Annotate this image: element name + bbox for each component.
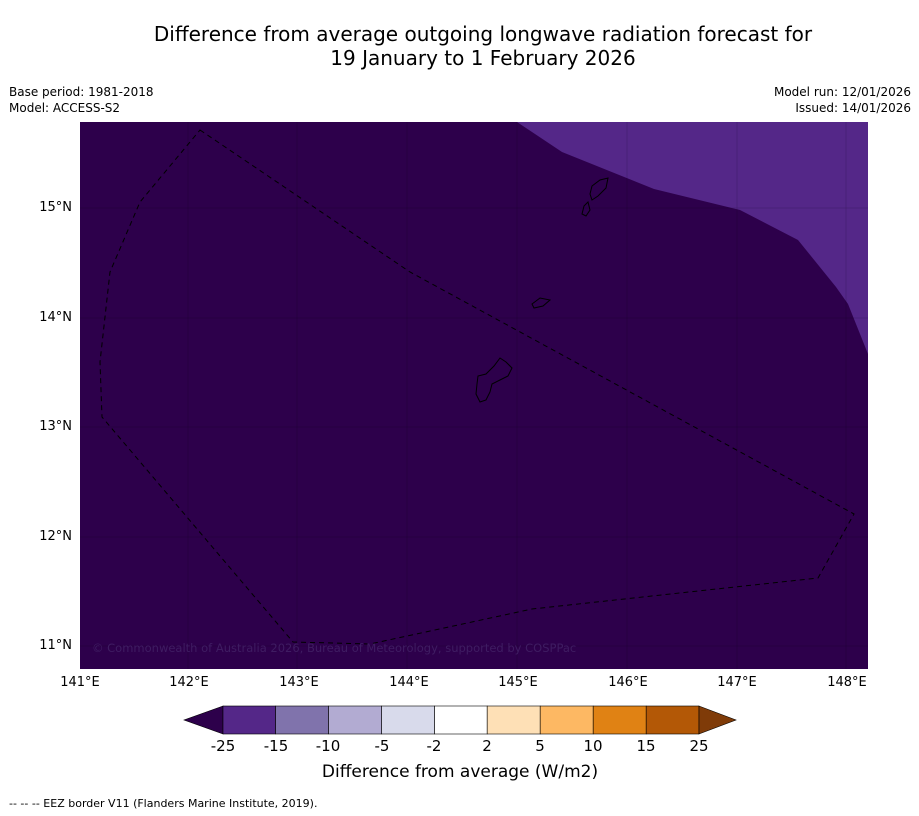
lat-label: 12°N <box>39 529 72 544</box>
base-period: Base period: 1981-2018 <box>9 85 154 99</box>
island-tinian <box>581 201 591 217</box>
legend-swatch <box>434 705 488 735</box>
island-guam <box>475 357 513 403</box>
lon-label: 143°E <box>279 675 319 690</box>
legend-tick: -2 <box>426 737 442 755</box>
issued-date: Issued: 14/01/2026 <box>795 101 911 115</box>
legend-tick: 10 <box>583 737 603 755</box>
legend-tick: -25 <box>210 737 236 755</box>
legend-swatch <box>592 705 647 735</box>
lat-label: 11°N <box>39 638 72 653</box>
lat-label: 14°N <box>39 310 72 325</box>
island-rota <box>531 297 552 309</box>
graticule <box>80 122 868 669</box>
meta-right: Model run: 12/01/2026 Issued: 14/01/2026 <box>774 84 911 116</box>
legend-swatch <box>539 705 594 735</box>
lon-label: 148°E <box>827 675 867 690</box>
legend-swatch <box>328 705 382 735</box>
legend-tick: 25 <box>689 737 709 755</box>
map-canvas <box>80 122 868 669</box>
anomaly-zone <box>517 122 868 354</box>
eez-footnote: -- -- -- EEZ border V11 (Flanders Marine… <box>9 797 318 810</box>
lon-label: 144°E <box>389 675 429 690</box>
title-line-1: Difference from average outgoing longwav… <box>153 22 813 46</box>
legend-tick: 15 <box>636 737 656 755</box>
copyright-notice: © Commonwealth of Australia 2026, Bureau… <box>92 641 577 655</box>
legend-arrow-high <box>698 705 737 735</box>
lon-label: 145°E <box>498 675 538 690</box>
legend-swatch <box>381 705 435 735</box>
map-title: Difference from average outgoing longwav… <box>60 22 906 70</box>
legend-swatch <box>222 705 276 735</box>
legend-tick: 2 <box>482 737 492 755</box>
model-run: Model run: 12/01/2026 <box>773 85 911 99</box>
meta-left: Base period: 1981-2018 Model: ACCESS-S2 <box>9 84 154 116</box>
legend-swatch <box>486 705 541 735</box>
legend-label: Difference from average (W/m2) <box>321 762 599 782</box>
title-line-2: 19 January to 1 February 2026 <box>330 46 636 70</box>
map-panel[interactable]: © Commonwealth of Australia 2026, Bureau… <box>80 122 868 669</box>
lat-label: 15°N <box>39 200 72 215</box>
legend-swatch <box>645 705 700 735</box>
eez-border <box>99 129 855 645</box>
island-saipan <box>589 177 609 201</box>
color-legend <box>183 705 737 735</box>
legend-tick: 5 <box>535 737 545 755</box>
legend-tick: -10 <box>315 737 341 755</box>
legend-arrow-low <box>183 705 224 735</box>
lon-label: 141°E <box>60 675 100 690</box>
islands <box>475 177 609 403</box>
lat-label: 13°N <box>39 419 72 434</box>
lon-label: 142°E <box>169 675 209 690</box>
lon-label: 147°E <box>717 675 757 690</box>
legend-tick: -15 <box>263 737 289 755</box>
lon-label: 146°E <box>608 675 648 690</box>
model-name: Model: ACCESS-S2 <box>9 101 121 115</box>
legend-tick: -5 <box>374 737 390 755</box>
legend-swatch <box>275 705 329 735</box>
